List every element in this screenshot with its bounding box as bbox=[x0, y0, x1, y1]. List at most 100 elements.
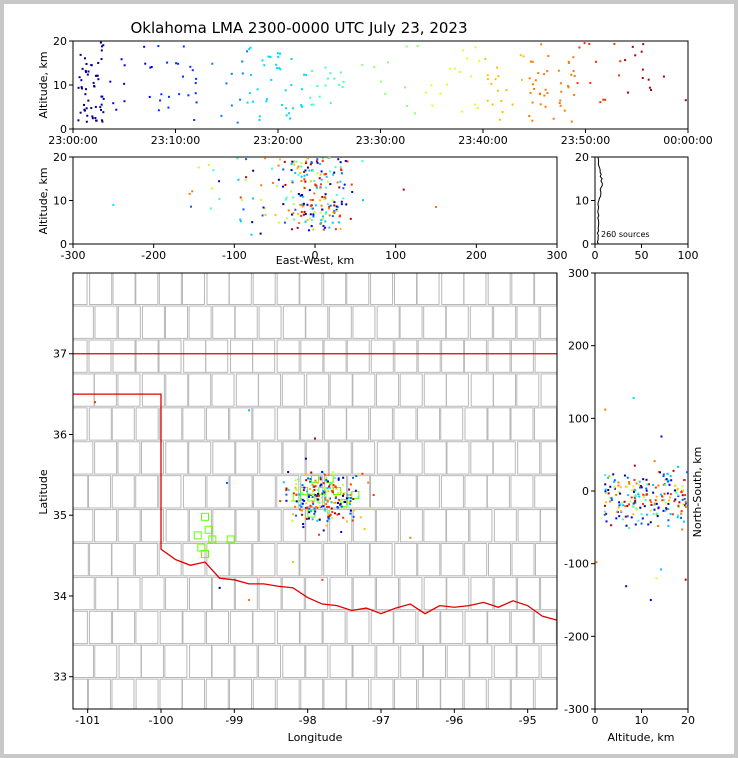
source-point bbox=[322, 489, 325, 492]
source-point bbox=[312, 228, 315, 231]
source-point bbox=[304, 457, 307, 460]
source-point bbox=[331, 199, 334, 202]
source-point bbox=[313, 507, 316, 510]
county-boundary bbox=[352, 305, 376, 339]
source-point bbox=[295, 483, 298, 486]
source-point bbox=[85, 88, 88, 91]
source-point bbox=[299, 172, 302, 175]
source-point bbox=[304, 472, 307, 475]
county-boundary bbox=[470, 576, 494, 611]
source-point bbox=[329, 72, 332, 75]
source-point bbox=[80, 87, 83, 90]
source-point bbox=[327, 490, 330, 493]
source-point bbox=[239, 220, 242, 223]
source-point bbox=[665, 478, 668, 481]
source-point bbox=[369, 507, 372, 510]
source-point bbox=[326, 520, 329, 523]
source-point bbox=[303, 486, 306, 489]
source-point bbox=[102, 97, 105, 100]
source-point bbox=[315, 185, 318, 188]
source-point bbox=[274, 213, 277, 216]
county-boundary bbox=[300, 339, 324, 373]
source-point bbox=[337, 477, 340, 480]
source-point bbox=[349, 512, 352, 515]
source-point bbox=[363, 527, 366, 530]
source-point bbox=[349, 493, 352, 496]
county-boundary bbox=[540, 644, 557, 679]
source-point bbox=[461, 110, 464, 113]
source-point bbox=[310, 219, 313, 222]
county-boundary bbox=[346, 610, 370, 645]
source-point bbox=[609, 485, 612, 488]
county-boundary bbox=[329, 509, 353, 543]
source-point bbox=[306, 490, 309, 493]
source-point bbox=[639, 486, 642, 489]
source-point bbox=[190, 205, 193, 208]
source-point bbox=[115, 108, 118, 111]
source-point bbox=[325, 503, 328, 506]
county-boundary bbox=[393, 273, 417, 305]
source-point bbox=[331, 486, 334, 489]
source-point bbox=[297, 165, 300, 168]
source-point bbox=[628, 481, 631, 484]
source-point bbox=[570, 120, 573, 123]
source-point bbox=[100, 58, 103, 61]
source-point bbox=[301, 498, 304, 501]
source-point bbox=[664, 483, 667, 486]
county-boundary bbox=[258, 576, 282, 611]
plan-view-sources bbox=[94, 401, 412, 601]
source-point bbox=[307, 495, 310, 498]
source-point bbox=[339, 227, 342, 230]
county-boundary bbox=[165, 509, 189, 543]
source-point bbox=[308, 511, 311, 514]
source-point bbox=[349, 509, 352, 512]
county-boundary bbox=[486, 475, 510, 509]
source-point bbox=[83, 108, 86, 111]
source-point bbox=[616, 510, 619, 513]
lon-tick-label: -97 bbox=[372, 714, 390, 727]
county-boundary bbox=[464, 610, 488, 645]
ns-tick-label: -100 bbox=[564, 558, 589, 571]
source-point bbox=[294, 505, 297, 508]
county-boundary bbox=[393, 475, 417, 509]
source-point bbox=[349, 217, 352, 220]
source-point bbox=[303, 174, 306, 177]
county-boundary bbox=[93, 373, 117, 407]
source-point bbox=[511, 103, 514, 106]
source-point bbox=[349, 497, 352, 500]
source-point bbox=[613, 42, 616, 45]
county-boundary bbox=[95, 576, 119, 611]
source-point bbox=[327, 513, 330, 516]
source-point bbox=[159, 99, 162, 102]
source-point bbox=[328, 226, 331, 229]
source-point bbox=[361, 199, 364, 202]
source-point bbox=[287, 470, 290, 473]
source-point bbox=[244, 179, 247, 182]
county-boundary bbox=[305, 441, 329, 475]
county-boundary bbox=[117, 509, 141, 543]
hist-tick-label: 50 bbox=[635, 249, 649, 262]
source-point bbox=[307, 494, 310, 497]
source-point bbox=[314, 479, 317, 482]
lon-tick-label: -100 bbox=[149, 714, 174, 727]
county-boundary bbox=[117, 576, 141, 611]
source-point bbox=[306, 166, 309, 169]
county-boundary bbox=[352, 509, 376, 543]
source-point bbox=[649, 509, 652, 512]
source-point bbox=[302, 202, 305, 205]
source-point bbox=[85, 62, 88, 65]
source-point bbox=[497, 75, 500, 78]
ew-tick-label: -100 bbox=[222, 249, 247, 262]
county-boundary bbox=[369, 475, 393, 509]
county-boundary bbox=[516, 576, 540, 611]
source-point bbox=[634, 54, 637, 57]
source-point bbox=[328, 496, 331, 499]
source-point bbox=[640, 485, 643, 488]
hist-tick-label: 100 bbox=[678, 249, 699, 262]
source-point bbox=[150, 65, 153, 68]
county-boundary bbox=[492, 441, 516, 475]
source-point bbox=[595, 561, 598, 564]
source-point bbox=[309, 488, 312, 491]
station-marker bbox=[226, 535, 235, 544]
source-point bbox=[346, 505, 349, 508]
